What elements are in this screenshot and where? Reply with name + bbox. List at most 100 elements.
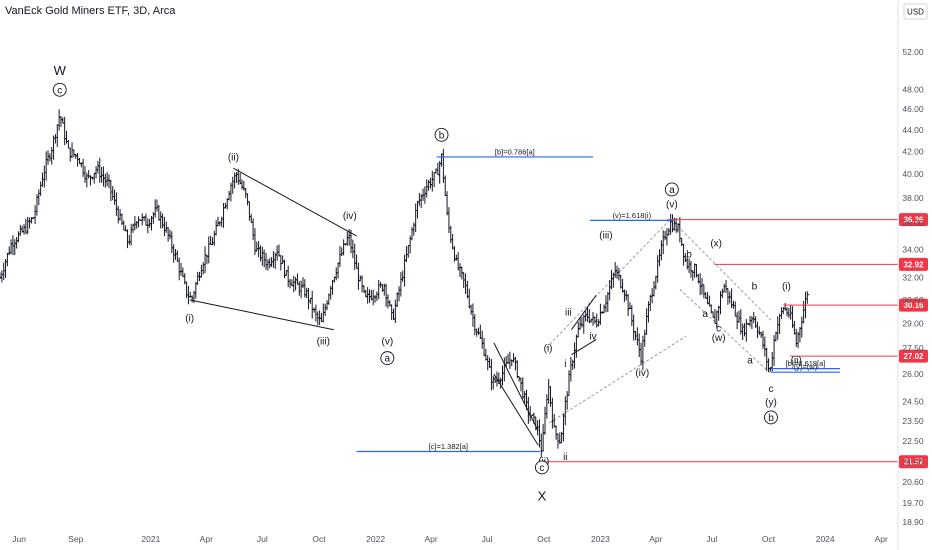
- y-tick-label: 40.00: [902, 169, 924, 179]
- wave-label: b: [439, 130, 445, 141]
- x-tick-label: Apr: [875, 534, 888, 544]
- y-tick-label: 30.50: [902, 295, 924, 305]
- chart-title: VanEck Gold Miners ETF, 3D, Arca: [5, 5, 176, 17]
- channel-line: [549, 335, 687, 424]
- x-tick-label: 2022: [366, 534, 385, 544]
- x-tick-label: Apr: [200, 534, 213, 544]
- fib-label: (v)=1.618(i): [613, 211, 652, 220]
- y-tick-label: 52.00: [902, 47, 924, 57]
- y-tick-label: 44.00: [902, 125, 924, 135]
- x-tick-label: Oct: [312, 534, 326, 544]
- x-tick-label: Apr: [424, 534, 437, 544]
- y-tick-label: 18.90: [902, 517, 924, 527]
- wave-circle: [434, 127, 449, 142]
- price-level-badge: [899, 213, 928, 227]
- wave-label: (v): [382, 337, 394, 348]
- wave-label: a: [669, 185, 675, 196]
- y-tick-label: 38.00: [902, 193, 924, 203]
- channel-line: [670, 218, 772, 321]
- wave-circle: [764, 410, 778, 425]
- price-axis[interactable]: 52.00 48.00 46.00 44.00 42.00 40.00 38.00 36.00…: [902, 47, 924, 527]
- trendlines: [189, 167, 772, 446]
- wave-label: c: [539, 463, 544, 474]
- wedge-line: [571, 295, 597, 331]
- price-bars: [0, 109, 810, 458]
- y-tick-label: 32.00: [902, 273, 924, 283]
- wave-label: c: [57, 85, 62, 96]
- fib-label: [b]=0.786[a]: [495, 147, 535, 156]
- wave-label: b: [752, 281, 758, 292]
- fib-label: (y)=(w): [794, 363, 818, 372]
- wave-label: (i): [544, 343, 553, 354]
- fib-label: [c]=1.382[a]: [429, 442, 468, 451]
- x-tick-label: Jul: [482, 534, 493, 544]
- wave-circle: [534, 460, 549, 475]
- y-tick-label: 27.50: [902, 343, 924, 353]
- x-tick-label: Sep: [68, 534, 83, 544]
- x-tick-label: Jun: [12, 534, 26, 544]
- wave-circle: [664, 182, 679, 197]
- price-level-value: 21.52: [903, 458, 924, 467]
- x-tick-label: 2023: [591, 534, 610, 544]
- wave-label: (iv): [343, 211, 357, 222]
- y-tick-label: 21.50: [902, 457, 924, 467]
- wave-label: i: [564, 359, 566, 370]
- x-tick-label: Jul: [706, 534, 717, 544]
- price-level-badge: [899, 349, 928, 363]
- price-level-badge: [899, 298, 928, 312]
- y-tick-label: 42.00: [902, 146, 924, 156]
- y-tick-label: 34.00: [902, 244, 924, 254]
- wave-label: iii: [565, 307, 572, 318]
- wave-label: c: [768, 384, 773, 395]
- y-tick-label: 24.50: [902, 397, 924, 407]
- x-tick-label: Oct: [762, 534, 776, 544]
- wave-label: iv: [589, 332, 596, 343]
- wedge-line: [189, 299, 334, 331]
- wave-label: ii: [563, 452, 567, 463]
- y-tick-label: 48.00: [902, 84, 924, 94]
- ohlc-bar: [805, 291, 810, 304]
- currency-button[interactable]: USD: [903, 3, 928, 20]
- price-level-value: 27.02: [903, 352, 924, 361]
- wedge-line: [233, 167, 357, 237]
- price-level-value: 36.26: [903, 216, 924, 225]
- price-level-badge: [899, 455, 928, 469]
- price-level-value: 32.92: [903, 260, 924, 269]
- wave-label: (w): [712, 333, 726, 344]
- wave-label: (i): [185, 314, 194, 325]
- wave-label: a: [385, 354, 391, 365]
- wave-label: a: [702, 309, 708, 320]
- wave-label: (iii): [599, 231, 612, 242]
- price-level-badge: [899, 257, 928, 271]
- wave-label: (x): [710, 239, 722, 250]
- wave-label: (ii): [228, 152, 239, 163]
- y-tick-label: 19.70: [902, 498, 924, 508]
- x-tick-label: 2024: [816, 534, 835, 544]
- wave-label: (y): [765, 397, 777, 408]
- wave-circle: [380, 351, 395, 366]
- wave-label: (i): [782, 281, 791, 292]
- wedge-line: [493, 373, 539, 446]
- wave-label: c: [716, 323, 721, 334]
- price-level-value: 30.16: [903, 301, 924, 310]
- y-tick-label: 46.00: [902, 104, 924, 114]
- wave-labels: Wc(i)(ii)(iii)(iv)(v)ab(i)iii(ii)iiiiv(i…: [52, 63, 802, 503]
- wave-label: a: [747, 355, 753, 366]
- y-tick-label: 29.00: [902, 318, 924, 328]
- wave-label: (iv): [635, 368, 649, 379]
- channel-line: [679, 288, 772, 375]
- wedge-line: [571, 339, 597, 356]
- time-axis[interactable]: Jun Sep 2021 Apr Jul Oct 2022 Apr Jul Oct 2023 Apr J…: [12, 534, 888, 544]
- wave-label: (ii): [791, 355, 802, 366]
- wave-label: b: [768, 413, 774, 424]
- x-tick-label: 2021: [141, 534, 160, 544]
- x-tick-label: Apr: [649, 534, 662, 544]
- y-tick-label: 36.00: [902, 218, 924, 228]
- y-tick-label: 20.60: [902, 477, 924, 487]
- wave-label: (v): [666, 200, 678, 211]
- fib-labels: [b]=0.786[a] [c]=1.382[a] (v)=1.618(i) [b]=…: [356, 147, 840, 453]
- wave-label: (iii): [317, 337, 330, 348]
- wave-label: W: [54, 63, 67, 78]
- y-tick-label: 22.50: [902, 436, 924, 446]
